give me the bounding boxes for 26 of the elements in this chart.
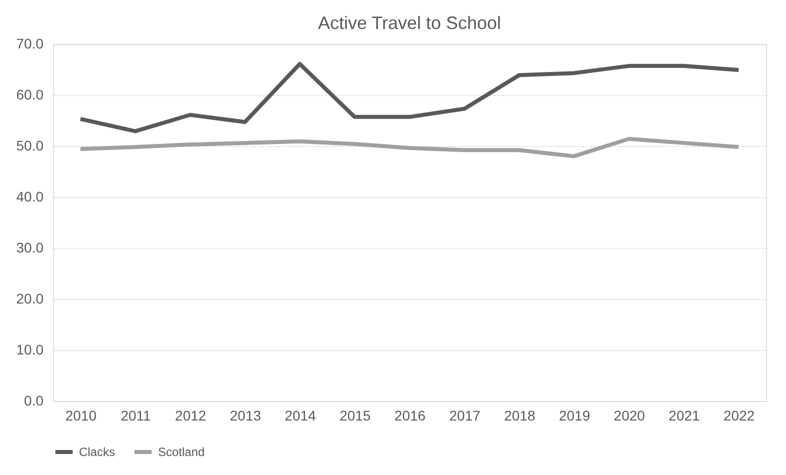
x-tick-label: 2022 [724,408,755,424]
legend-label: Clacks [79,445,116,459]
x-tick-label: 2010 [65,408,97,424]
x-tick-label: 2017 [449,408,481,424]
x-tick-label: 2014 [284,408,316,424]
x-tick-label: 2013 [230,408,262,424]
chart-title: Active Travel to School [318,13,502,33]
x-tick-label: 2016 [394,408,426,424]
y-tick-label: 30.0 [16,240,44,256]
x-tick-label: 2019 [558,408,590,424]
y-tick-label: 70.0 [16,36,44,52]
x-tick-label: 2011 [120,408,152,424]
y-tick-label: 40.0 [16,188,44,204]
legend-label: Scotland [158,445,205,459]
y-tick-label: 0.0 [24,392,44,408]
x-tick-label: 2018 [504,408,536,424]
y-tick-label: 20.0 [16,290,44,306]
x-tick-label: 2015 [340,408,371,424]
y-tick-label: 10.0 [16,342,44,358]
y-tick-label: 50.0 [16,138,44,154]
y-tick-label: 60.0 [16,86,44,102]
x-tick-label: 2021 [668,408,700,424]
line-series [78,136,741,158]
line-series [78,62,741,134]
x-tick-label: 2012 [175,408,206,424]
x-tick-label: 2020 [614,408,646,424]
